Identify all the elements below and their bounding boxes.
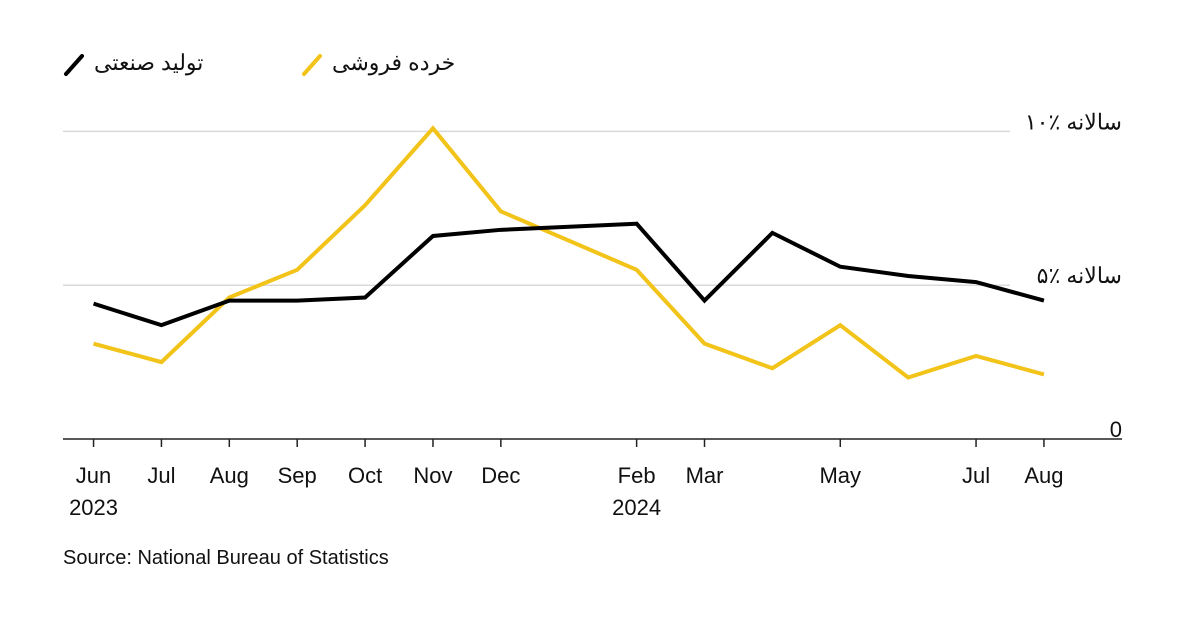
x-tick-label: Jul: [962, 463, 990, 488]
x-tick-label: Nov: [413, 463, 452, 488]
x-tick-label: Jun 2023: [69, 463, 118, 520]
x-tick-label: May: [819, 463, 861, 488]
x-tick-label: Oct: [348, 463, 382, 488]
series-line: [92, 221, 1045, 328]
series-line: [93, 125, 1045, 380]
y-tick-label: 0: [1110, 417, 1122, 442]
x-tick-label: Jul: [147, 463, 175, 488]
x-tick-label: Dec: [481, 463, 520, 488]
x-tick-label: Feb 2024: [612, 463, 661, 520]
y-tick-label: ۵٪ سالانه: [1037, 263, 1122, 288]
legend-swatch: [302, 54, 322, 76]
legend-label: تولید صنعتی: [94, 50, 203, 76]
x-tick-label: Sep: [278, 463, 317, 488]
legend-label: خرده فروشی: [332, 50, 455, 76]
x-tick-label: Aug: [210, 463, 249, 488]
legend-swatch: [64, 54, 84, 76]
source: Source: National Bureau of Statistics: [63, 547, 389, 569]
x-tick-label: Mar: [686, 463, 724, 488]
y-tick-label: ۱۰٪ سالانه: [1025, 109, 1122, 134]
x-tick-label: Aug: [1024, 463, 1063, 488]
